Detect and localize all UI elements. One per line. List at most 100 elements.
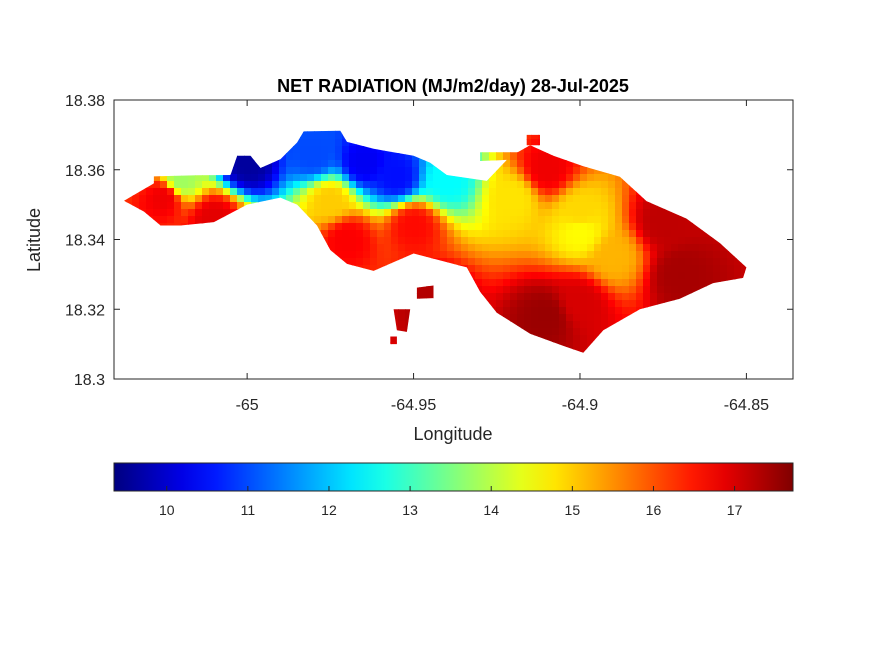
heatmap-cell: [496, 272, 504, 280]
heatmap-cell: [615, 174, 623, 182]
heatmap-cell: [636, 237, 644, 245]
heatmap-cell: [531, 216, 539, 224]
y-axis: 18.3 18.32 18.34 18.36 18.38: [65, 93, 793, 389]
heatmap-cell: [454, 216, 462, 224]
heatmap-cell: [517, 202, 525, 210]
heatmap-cell: [314, 130, 322, 133]
heatmap-cell: [594, 265, 602, 273]
heatmap-cell: [524, 153, 532, 161]
heatmap-cell: [573, 300, 581, 308]
heatmap-cell: [419, 244, 427, 252]
heatmap-cell: [468, 209, 476, 217]
heatmap-cell: [300, 188, 308, 196]
heatmap-cell: [426, 195, 434, 203]
heatmap-cell: [286, 174, 294, 182]
heatmap-cell: [489, 174, 497, 182]
heatmap-cell: [391, 160, 399, 168]
heatmap-cell: [258, 188, 266, 196]
heatmap-cell: [454, 174, 462, 182]
heatmap-cell: [328, 139, 336, 147]
heatmap-cell: [426, 286, 434, 294]
heatmap-cell: [587, 286, 595, 294]
heatmap-cell: [524, 132, 532, 140]
heatmap-cell: [566, 293, 574, 301]
heatmap-cell: [643, 251, 651, 259]
heatmap-cell: [279, 174, 287, 182]
heatmap-cell: [566, 188, 574, 196]
heatmap-cell: [314, 195, 322, 203]
heatmap-cell: [447, 237, 455, 245]
heatmap-cell: [300, 202, 308, 210]
heatmap-cell: [363, 237, 371, 245]
heatmap-cell: [174, 195, 182, 203]
heatmap-cell: [552, 307, 560, 315]
heatmap-cell: [566, 321, 574, 329]
heatmap-cell: [580, 258, 588, 266]
heatmap-cell: [622, 216, 630, 224]
heatmap-cell: [727, 272, 735, 280]
heatmap-cell: [356, 146, 364, 154]
heatmap-cell: [489, 216, 497, 224]
heatmap-cell: [608, 230, 616, 238]
heatmap-cell: [636, 265, 644, 273]
heatmap-cell: [559, 328, 567, 336]
heatmap-cell: [321, 160, 329, 168]
heatmap-cell: [517, 230, 525, 238]
heatmap-cell: [538, 258, 546, 266]
heatmap-cell: [580, 188, 588, 196]
heatmap-cell: [706, 279, 714, 287]
heatmap-cell: [153, 188, 161, 196]
heatmap-cell: [412, 195, 420, 203]
heatmap-cell: [230, 195, 238, 203]
heatmap-cell: [188, 209, 196, 217]
heatmap-cell: [559, 230, 567, 238]
heatmap-cell: [307, 139, 315, 147]
heatmap-cell: [650, 300, 658, 308]
heatmap-cell: [398, 223, 406, 231]
heatmap-cell: [314, 181, 322, 189]
heatmap-cell: [545, 202, 553, 210]
heatmap-cell: [643, 244, 651, 252]
heatmap-cell: [559, 244, 567, 252]
heatmap-cell: [314, 160, 322, 168]
heatmap-cell: [608, 174, 616, 182]
heatmap-cell: [580, 209, 588, 217]
heatmap-cell: [237, 202, 245, 210]
heatmap-cell: [566, 202, 574, 210]
heatmap-cell: [209, 181, 217, 189]
heatmap-cell: [643, 223, 651, 231]
heatmap-cell: [454, 202, 462, 210]
heatmap-cell: [216, 209, 224, 217]
heatmap-cell: [566, 335, 574, 343]
heatmap-cell: [727, 258, 735, 266]
heatmap-cell: [335, 146, 343, 154]
heatmap-cell: [447, 202, 455, 210]
heatmap-cell: [566, 174, 574, 182]
heatmap-cell: [545, 272, 553, 280]
heatmap-cell: [377, 230, 385, 238]
heatmap-cell: [454, 181, 462, 189]
heatmap-cell: [524, 272, 532, 280]
heatmap-cell: [475, 188, 483, 196]
heatmap-cell: [230, 174, 238, 182]
heatmap-cell: [475, 181, 483, 189]
heatmap-cell: [706, 258, 714, 266]
heatmap-cell: [349, 188, 357, 196]
heatmap-cell: [643, 237, 651, 245]
heatmap-cell: [510, 272, 518, 280]
heatmap-cell: [384, 202, 392, 210]
heatmap-cell: [657, 265, 665, 273]
heatmap-cell: [475, 209, 483, 217]
heatmap-cell: [286, 188, 294, 196]
heatmap-cell: [643, 216, 651, 224]
heatmap-cell: [559, 181, 567, 189]
heatmap-cell: [615, 216, 623, 224]
heatmap-cell: [685, 286, 693, 294]
heatmap-cell: [447, 258, 455, 266]
heatmap-cell: [202, 174, 210, 182]
heatmap-cell: [377, 174, 385, 182]
heatmap-cell: [363, 174, 371, 182]
heatmap-cell: [328, 167, 336, 175]
heatmap-cell: [419, 251, 427, 259]
heatmap-cell: [720, 258, 728, 266]
